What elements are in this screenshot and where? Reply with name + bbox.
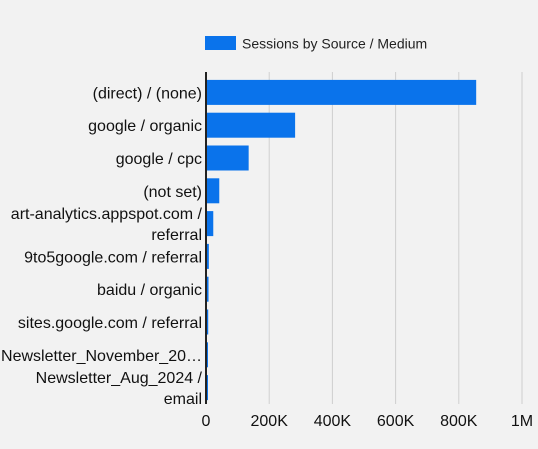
x-tick-label: 200K xyxy=(251,413,289,430)
x-axis: 0 200K 400K 600K 800K 1M xyxy=(202,413,534,430)
category-label: (direct) / (none) xyxy=(93,85,202,102)
x-tick-label: 600K xyxy=(377,413,415,430)
legend-label: Sessions by Source / Medium xyxy=(242,36,427,52)
bar[interactable] xyxy=(206,79,477,105)
bar[interactable] xyxy=(206,243,209,269)
y-axis: (direct) / (none) google / organic google … xyxy=(1,72,207,408)
bar[interactable] xyxy=(206,211,214,237)
category-label: Newsletter_Aug_2024 / xyxy=(36,370,203,387)
category-label: baidu / organic xyxy=(97,282,202,299)
x-tick-label: 0 xyxy=(202,413,211,430)
grid-lines xyxy=(268,72,523,404)
category-label: google / organic xyxy=(88,118,202,135)
bar[interactable] xyxy=(206,276,209,302)
chart-legend[interactable]: Sessions by Source / Medium xyxy=(205,36,427,52)
category-label: email xyxy=(164,391,202,408)
category-label: (not set) xyxy=(143,184,202,201)
bar[interactable] xyxy=(206,309,209,335)
bars xyxy=(206,79,477,401)
x-tick-label: 400K xyxy=(314,413,352,430)
category-label: google / cpc xyxy=(116,151,202,168)
category-label: sites.google.com / referral xyxy=(18,315,202,332)
category-label: Newsletter_November_20… xyxy=(1,348,202,365)
bar[interactable] xyxy=(206,145,249,171)
bar[interactable] xyxy=(206,112,296,138)
legend-swatch xyxy=(205,36,236,50)
bar[interactable] xyxy=(206,178,220,204)
category-label: art-analytics.appspot.com / xyxy=(11,206,203,223)
x-tick-label: 1M xyxy=(511,413,533,430)
category-label: referral xyxy=(151,227,202,244)
category-label: 9to5google.com / referral xyxy=(24,249,202,266)
x-tick-label: 800K xyxy=(440,413,478,430)
